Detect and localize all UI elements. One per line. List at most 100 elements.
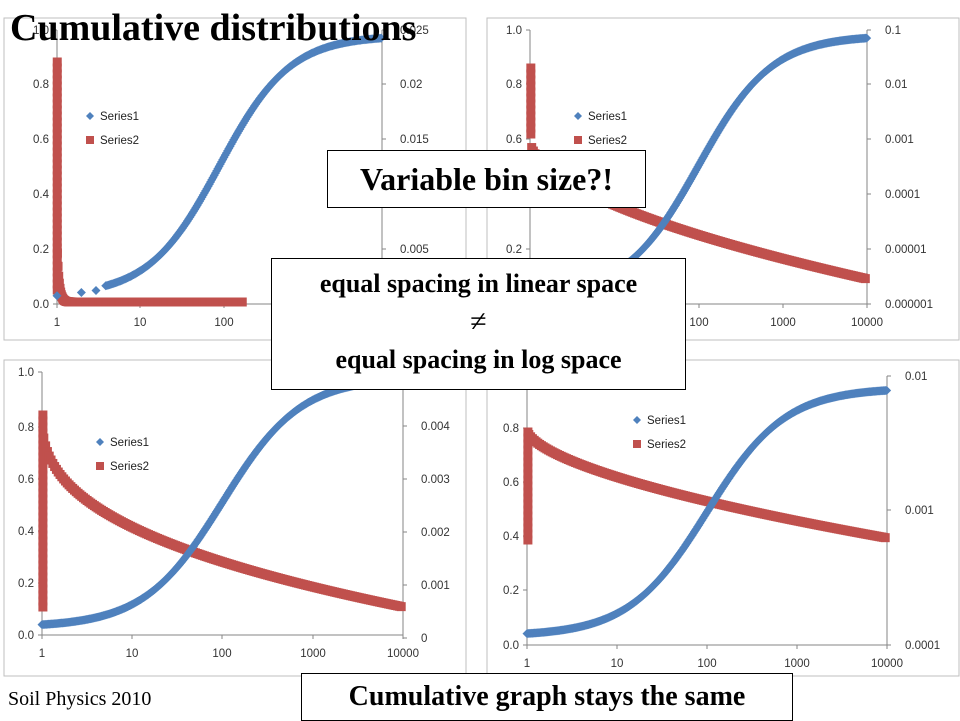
series2-point — [52, 93, 62, 103]
callout-variable-bin-size: Variable bin size?! — [327, 150, 646, 208]
series2-point — [52, 99, 62, 109]
series2-point — [523, 481, 533, 491]
series2-point — [526, 117, 536, 127]
legend-series2-label: Series2 — [100, 135, 139, 147]
callout-spacing-log: equal spacing in log space — [335, 345, 622, 374]
right-tick-label: 0 — [421, 633, 427, 645]
right-tick-label: 0.005 — [400, 244, 429, 256]
series1-point — [76, 287, 86, 297]
series2-point — [52, 243, 62, 253]
series2-point — [54, 278, 64, 288]
not-equal-sign: ≠ — [470, 305, 487, 338]
left-tick-label: 0.4 — [18, 526, 35, 538]
right-tick-label: 0.015 — [400, 134, 429, 146]
series2-point — [38, 500, 48, 510]
x-tick-label: 100 — [214, 317, 233, 329]
series2-point — [38, 494, 48, 504]
series2-markers — [523, 427, 890, 545]
right-tick-label: 0.01 — [905, 371, 927, 383]
series2-point — [52, 141, 62, 151]
series2-point — [52, 165, 62, 175]
series2-point — [38, 506, 48, 516]
right-tick-label: 0.025 — [400, 25, 429, 37]
series2-point — [526, 63, 536, 73]
chart-legend: Series1 Series2 — [86, 111, 139, 147]
series2-point — [523, 463, 533, 473]
series2-point — [526, 123, 536, 133]
series2-point — [42, 447, 52, 457]
series2-point — [52, 207, 62, 217]
series2-point — [38, 578, 48, 588]
right-tick-label: 0.003 — [421, 474, 450, 486]
callout-spacing: equal spacing in linear space ≠ equal sp… — [271, 258, 686, 390]
x-tick-label: 100 — [697, 658, 716, 670]
x-tick-label: 10 — [126, 648, 139, 660]
series2-point — [523, 445, 533, 455]
series2-point — [523, 511, 533, 521]
left-tick-label: 0.4 — [503, 531, 520, 543]
series2-point — [396, 602, 406, 612]
series2-point — [523, 535, 533, 545]
legend-series1-marker — [96, 438, 104, 446]
legend-series2-label: Series2 — [588, 135, 627, 147]
series2-point — [41, 441, 51, 451]
series2-point — [38, 422, 48, 432]
series1-point — [376, 33, 386, 43]
right-tick-label: 0.004 — [421, 421, 450, 433]
series2-point — [52, 153, 62, 163]
series2-point — [52, 69, 62, 79]
series2-point — [52, 147, 62, 157]
left-tick-label: 0.2 — [18, 578, 34, 590]
series2-point — [54, 271, 64, 281]
x-tick-label: 10000 — [871, 658, 903, 670]
callout-spacing-linear: equal spacing in linear space — [319, 269, 638, 298]
series2-point — [523, 517, 533, 527]
right-tick-label: 0.1 — [885, 25, 901, 37]
legend-series2-label: Series2 — [110, 461, 149, 473]
series2-point — [526, 75, 536, 85]
series2-point — [38, 584, 48, 594]
legend-series2-marker — [96, 462, 104, 470]
series2-point — [39, 433, 49, 443]
left-tick-label: 0.4 — [33, 189, 50, 201]
x-tick-label: 1 — [39, 648, 45, 660]
chart-panel-4: 0.0 0.2 0.4 0.6 0.8 0.0001 0.001 0.01 1 10 100 1000… — [486, 359, 960, 677]
series2-point — [523, 439, 533, 449]
left-tick-label: 0.8 — [33, 79, 49, 91]
right-tick-label: 0.001 — [905, 505, 934, 517]
series2-point — [523, 469, 533, 479]
series2-point — [38, 536, 48, 546]
series1-point — [52, 291, 62, 301]
series2-point — [52, 81, 62, 91]
series2-point — [38, 464, 48, 474]
x-tick-label: 1 — [54, 317, 60, 329]
legend-series2-label: Series2 — [647, 439, 686, 451]
series1-markers — [522, 385, 892, 639]
series2-point — [38, 602, 48, 612]
series2-point — [38, 458, 48, 468]
series2-point — [38, 560, 48, 570]
series2-point — [52, 213, 62, 223]
series2-point — [523, 523, 533, 533]
x-tick-label: 10000 — [851, 317, 883, 329]
x-tick-label: 10 — [134, 317, 147, 329]
series2-point — [38, 542, 48, 552]
series2-point — [38, 572, 48, 582]
series2-point — [52, 231, 62, 241]
left-tick-label: 0.0 — [503, 640, 519, 652]
x-tick-label: 100 — [689, 317, 708, 329]
left-tick-label: 1.0 — [506, 25, 522, 37]
left-tick-label: 0.0 — [18, 630, 34, 642]
legend-series2-marker — [86, 136, 94, 144]
series2-point — [52, 123, 62, 133]
chart-legend: Series1 Series2 — [96, 437, 149, 473]
series2-point — [523, 505, 533, 515]
series1-point — [91, 286, 101, 296]
legend-series1-label: Series1 — [588, 111, 627, 123]
series2-point — [38, 470, 48, 480]
series2-point — [53, 261, 63, 271]
series2-point — [523, 451, 533, 461]
series2-point — [38, 410, 48, 420]
series2-point — [52, 225, 62, 235]
series2-point — [52, 135, 62, 145]
